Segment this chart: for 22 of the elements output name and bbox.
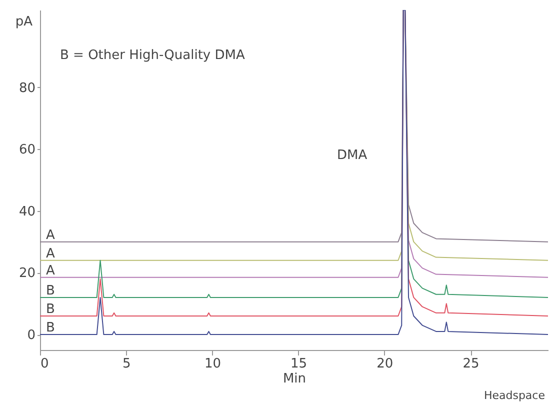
x-tick-label: 0 [40,356,49,372]
series-label: A [46,228,55,243]
text: Headspace [484,389,546,402]
y-tick-label: 60 [18,142,36,158]
y-axis-title: pA [15,14,33,30]
x-tick-label: 20 [376,356,394,372]
y-tick-label: 80 [18,80,36,96]
annotation: DMA [337,148,368,163]
series-label: B [46,283,55,298]
series-label: A [46,263,55,278]
y-tick-label: 0 [27,328,36,344]
x-tick-label: 10 [204,356,221,372]
annotation: B = Other High-Quality DMA [60,48,245,63]
series-label: B [46,320,55,336]
x-tick-label: 5 [122,356,131,372]
series-label: A [46,246,55,262]
x-tick-label: 15 [290,356,308,372]
y-tick-label: 20 [18,266,36,282]
x-axis-title: Min [282,372,306,386]
x-tick-label: 25 [462,356,480,372]
y-tick-label: 40 [18,204,36,220]
series-label: B [46,302,55,317]
